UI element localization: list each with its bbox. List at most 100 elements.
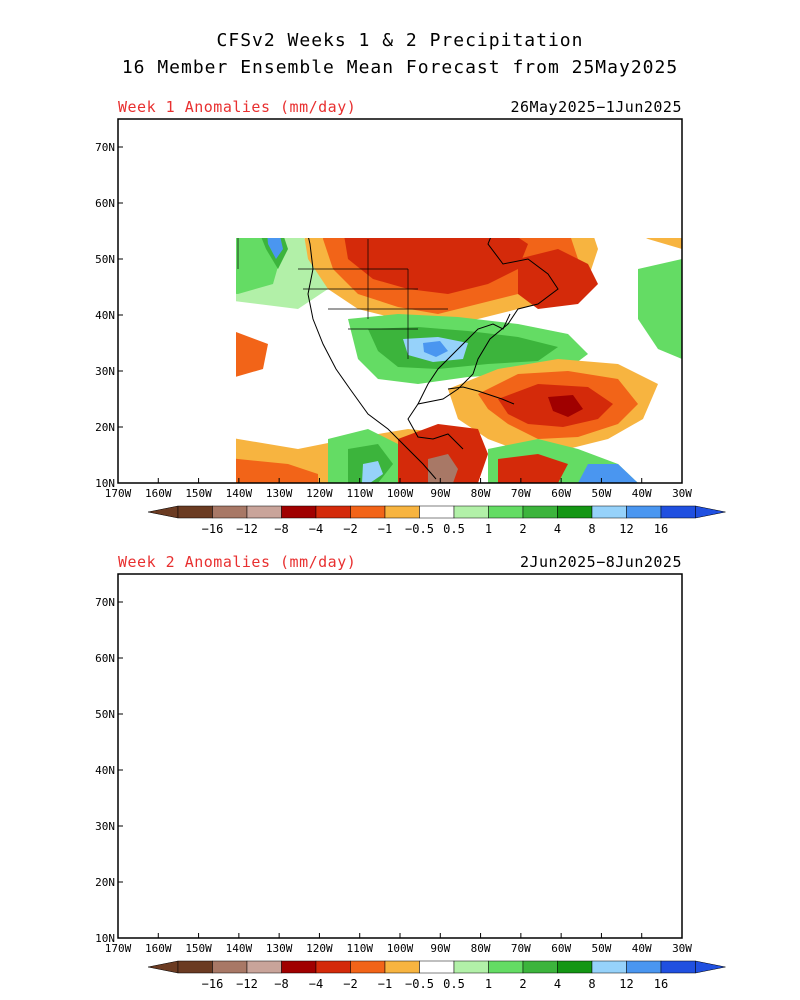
week1-lon-label: 130W xyxy=(266,487,293,500)
main-title-line2: 16 Member Ensemble Mean Forecast from 25… xyxy=(121,57,679,78)
week1-colorbar-label: 4 xyxy=(554,522,561,536)
week1-colorbar-swatch xyxy=(246,505,282,519)
week1-colorbar-label: 1 xyxy=(485,522,492,536)
week1-lon-label: 110W xyxy=(346,487,373,500)
week1-colorbar-label: −0.5 xyxy=(405,522,434,536)
week1-colorbar-label: −2 xyxy=(343,522,357,536)
week1-colorbar-label: 0.5 xyxy=(443,522,465,536)
week2-lon-label: 80W xyxy=(471,942,491,955)
week1-lon-label: 70W xyxy=(511,487,531,500)
week1-lon-label: 140W xyxy=(226,487,253,500)
week1-lon-label: 170W xyxy=(105,487,132,500)
week1-colorbar-swatch xyxy=(350,505,386,519)
week2-colorbar-swatch xyxy=(591,960,627,974)
week1-colorbar-label: 2 xyxy=(519,522,526,536)
week2-lon-label: 30W xyxy=(672,942,692,955)
week1-colorbar-swatch xyxy=(212,505,248,519)
week2-lon-label: 120W xyxy=(306,942,333,955)
week1-lon-label: 90W xyxy=(430,487,450,500)
week1-colorbar-label: −16 xyxy=(202,522,224,536)
week2-colorbar-label: −0.5 xyxy=(405,977,434,991)
week1-lat-label: 20N xyxy=(95,421,115,434)
week1-colorbar-label: −4 xyxy=(309,522,323,536)
week1-colorbar-swatch xyxy=(453,505,489,519)
week1-lat-label: 70N xyxy=(95,141,115,154)
week1-colorbar-label: 12 xyxy=(619,522,633,536)
week1-lon-label: 50W xyxy=(591,487,611,500)
week1-lat-label: 50N xyxy=(95,253,115,266)
week1-lat-label: 60N xyxy=(95,197,115,210)
week2-lat-label: 40N xyxy=(95,764,115,777)
week2-colorbar-swatch xyxy=(453,960,489,974)
week2-lat-label: 60N xyxy=(95,652,115,665)
week2-dates: 2Jun2025−8Jun2025 xyxy=(519,553,682,571)
week1-colorbar-swatch xyxy=(522,505,558,519)
week2-lat-label: 10N xyxy=(95,932,115,945)
week1-colorbar-swatch xyxy=(660,505,696,519)
week1-lon-label: 40W xyxy=(632,487,652,500)
week2-colorbar-arrow-right xyxy=(695,960,726,974)
week1-colorbar-swatch xyxy=(384,505,420,519)
week2-colorbar-swatch xyxy=(177,960,213,974)
week2-lat-label: 30N xyxy=(95,820,115,833)
week1-colorbar: −16 −12 −8 −4 −2 −1 −0.5 0.5 1 2 4 8 12 16 xyxy=(147,505,726,536)
week1-colorbar-swatch xyxy=(557,505,593,519)
week1-colorbar-label: −12 xyxy=(236,522,258,536)
week1-colorbar-swatch xyxy=(281,505,317,519)
week1-dates: 26May2025−1Jun2025 xyxy=(510,98,682,116)
week2-lon-label: 110W xyxy=(346,942,373,955)
week1-colorbar-label: 16 xyxy=(654,522,668,536)
week1-colorbar-swatch xyxy=(591,505,627,519)
week2-lon-label: 90W xyxy=(430,942,450,955)
week2-lon-label: 100W xyxy=(387,942,414,955)
week1-colorbar-swatch xyxy=(626,505,662,519)
week2-colorbar-label: −8 xyxy=(274,977,288,991)
main-title-line1: CFSv2 Weeks 1 & 2 Precipitation xyxy=(216,30,584,51)
week1-colorbar-arrow-right xyxy=(695,505,726,519)
week2-colorbar-swatch xyxy=(281,960,317,974)
week1-lon-label: 80W xyxy=(471,487,491,500)
week1-lon-label: 120W xyxy=(306,487,333,500)
week2-lon-label: 130W xyxy=(266,942,293,955)
week1-title: Week 1 Anomalies (mm/day) xyxy=(118,98,357,116)
week1-lon-label: 100W xyxy=(387,487,414,500)
week1-map xyxy=(117,118,683,484)
week1-lon-label: 60W xyxy=(551,487,571,500)
week1-colorbar-swatch xyxy=(315,505,351,519)
week1-colorbar-swatch xyxy=(419,505,455,519)
week2-colorbar: −16 −12 −8 −4 −2 −1 −0.5 0.5 1 2 4 8 12 16 xyxy=(147,960,726,991)
week1-colorbar-swatch xyxy=(488,505,524,519)
week2-title: Week 2 Anomalies (mm/day) xyxy=(118,553,357,571)
week2-colorbar-label: 2 xyxy=(519,977,526,991)
week2-colorbar-swatch xyxy=(626,960,662,974)
week2-lon-label: 150W xyxy=(185,942,212,955)
week1-lon-label: 160W xyxy=(145,487,172,500)
week2-colorbar-label: 16 xyxy=(654,977,668,991)
week2-colorbar-arrow-left xyxy=(147,960,179,974)
week2-colorbar-label: −4 xyxy=(309,977,323,991)
week2-colorbar-label: −12 xyxy=(236,977,258,991)
week2-colorbar-swatch xyxy=(246,960,282,974)
week1-colorbar-arrow-left xyxy=(147,505,179,519)
week1-colorbar-label: −8 xyxy=(274,522,288,536)
week1-colorbar-swatch xyxy=(177,505,213,519)
week2-lon-label: 50W xyxy=(591,942,611,955)
week2-lon-label: 60W xyxy=(551,942,571,955)
week2-lon-label: 40W xyxy=(632,942,652,955)
week2-colorbar-label: 12 xyxy=(619,977,633,991)
week1-colorbar-label: 8 xyxy=(588,522,595,536)
week1-colorbar-label: −1 xyxy=(378,522,392,536)
week2-colorbar-label: −16 xyxy=(202,977,224,991)
week2-colorbar-swatch xyxy=(350,960,386,974)
week2-lat-label: 50N xyxy=(95,708,115,721)
week2-map xyxy=(117,573,683,939)
week2-colorbar-swatch xyxy=(557,960,593,974)
week2-colorbar-label: 4 xyxy=(554,977,561,991)
week2-lat-label: 70N xyxy=(95,596,115,609)
week2-lat-label: 20N xyxy=(95,876,115,889)
week2-colorbar-label: 0.5 xyxy=(443,977,465,991)
week2-lon-label: 170W xyxy=(105,942,132,955)
week1-lon-label: 30W xyxy=(672,487,692,500)
week2-colorbar-swatch xyxy=(212,960,248,974)
